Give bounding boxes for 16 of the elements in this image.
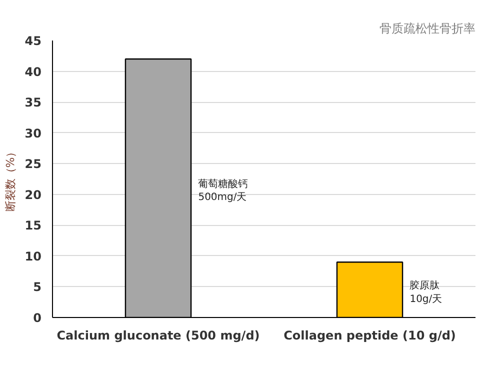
y-tick-label: 35	[24, 96, 42, 110]
y-tick-label: 10	[24, 249, 42, 264]
x-tick-label: Calcium gluconate (500 mg/d)	[56, 328, 260, 342]
y-tick-label: 40	[24, 64, 42, 79]
y-axis-title: 断裂数（%）	[4, 146, 17, 212]
chart-title: 骨质疏松性骨折率	[380, 22, 476, 36]
y-tick-label: 25	[24, 157, 42, 172]
y-tick-label: 15	[24, 218, 42, 233]
annotation: 胶原肽 10g/天	[410, 280, 442, 305]
annotation: 葡萄糖酸钙 500mg/天	[198, 178, 248, 204]
x-tick-label: Collagen peptide (10 g/d)	[284, 328, 456, 342]
y-tick-label: 45	[24, 34, 42, 48]
y-tick-label: 5	[33, 280, 42, 294]
y-tick-label: 20	[24, 188, 42, 202]
y-tick-label: 0	[33, 311, 42, 325]
y-tick-label: 30	[24, 126, 42, 140]
